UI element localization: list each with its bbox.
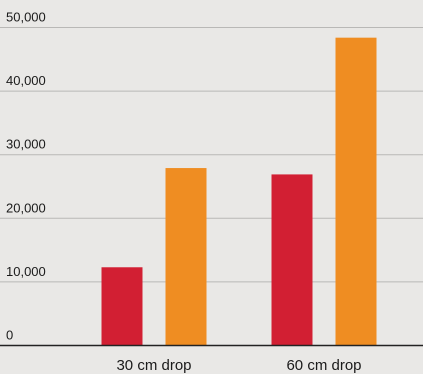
bar-2-series-1 xyxy=(271,174,313,346)
y-tick-label: 0 xyxy=(6,328,13,343)
bar-2-series-2 xyxy=(335,37,377,346)
bars xyxy=(101,37,377,346)
y-tick-label: 50,000 xyxy=(6,10,46,25)
x-category-label: 60 cm drop xyxy=(286,357,361,374)
x-axis-category-labels: 30 cm drop 60 cm drop xyxy=(116,357,361,374)
x-category-label: 30 cm drop xyxy=(116,357,191,374)
y-tick-label: 30,000 xyxy=(6,137,46,152)
y-tick-label: 40,000 xyxy=(6,73,46,88)
bar-1-series-2 xyxy=(165,168,207,346)
y-tick-label: 20,000 xyxy=(6,200,46,215)
y-axis-tick-labels: 0 10,000 20,000 30,000 40,000 50,000 xyxy=(6,10,46,343)
bar-1-series-1 xyxy=(101,267,143,346)
y-tick-label: 10,000 xyxy=(6,264,46,279)
